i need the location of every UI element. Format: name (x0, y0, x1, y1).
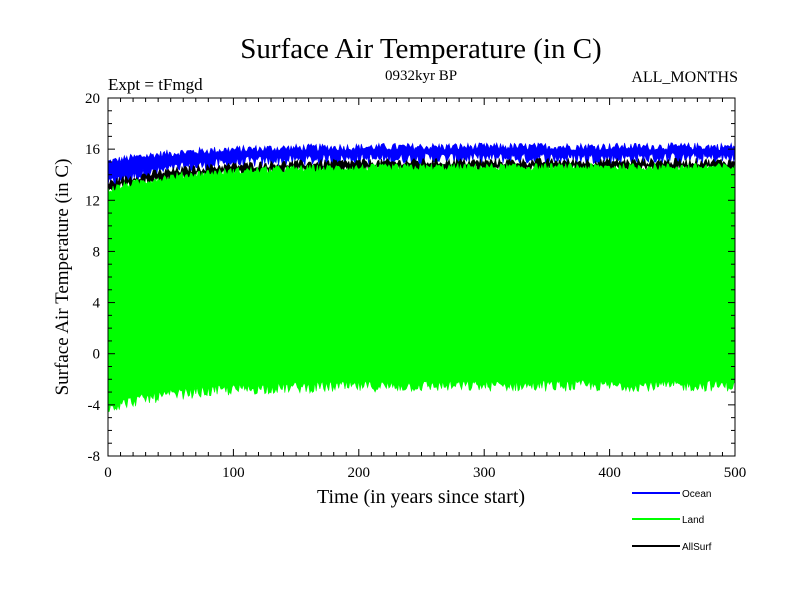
x-axis-label: Time (in years since start) (317, 486, 525, 508)
x-tick-label: 0 (104, 465, 112, 481)
y-tick-label: 4 (93, 296, 101, 312)
y-tick-label: 12 (85, 193, 100, 209)
series-band-land (107, 162, 736, 413)
legend-label-ocean: Ocean (682, 489, 711, 500)
y-tick-label: 8 (93, 244, 101, 260)
y-tick-label: 16 (85, 142, 101, 158)
legend: Ocean Land AllSurf (632, 489, 712, 553)
chart-subtitle: 0932kyr BP (385, 68, 457, 84)
legend-label-allsurf: AllSurf (682, 542, 712, 553)
plot-area (107, 142, 736, 413)
legend-label-land: Land (682, 515, 704, 526)
y-tick-label: 0 (93, 347, 101, 363)
x-tick-label: 100 (222, 465, 245, 481)
experiment-label: Expt = tFmgd (108, 75, 203, 94)
y-tick-label: 20 (85, 91, 100, 107)
x-tick-label: 200 (348, 465, 371, 481)
months-label: ALL_MONTHS (631, 69, 738, 86)
x-tick-label: 400 (598, 465, 621, 481)
chart-title: Surface Air Temperature (in C) (240, 33, 601, 65)
y-axis-label: Surface Air Temperature (in C) (52, 159, 73, 396)
x-tick-label: 300 (473, 465, 496, 481)
x-tick-label: 500 (724, 465, 747, 481)
y-tick-label: -8 (88, 449, 101, 465)
y-tick-label: -4 (88, 398, 101, 414)
